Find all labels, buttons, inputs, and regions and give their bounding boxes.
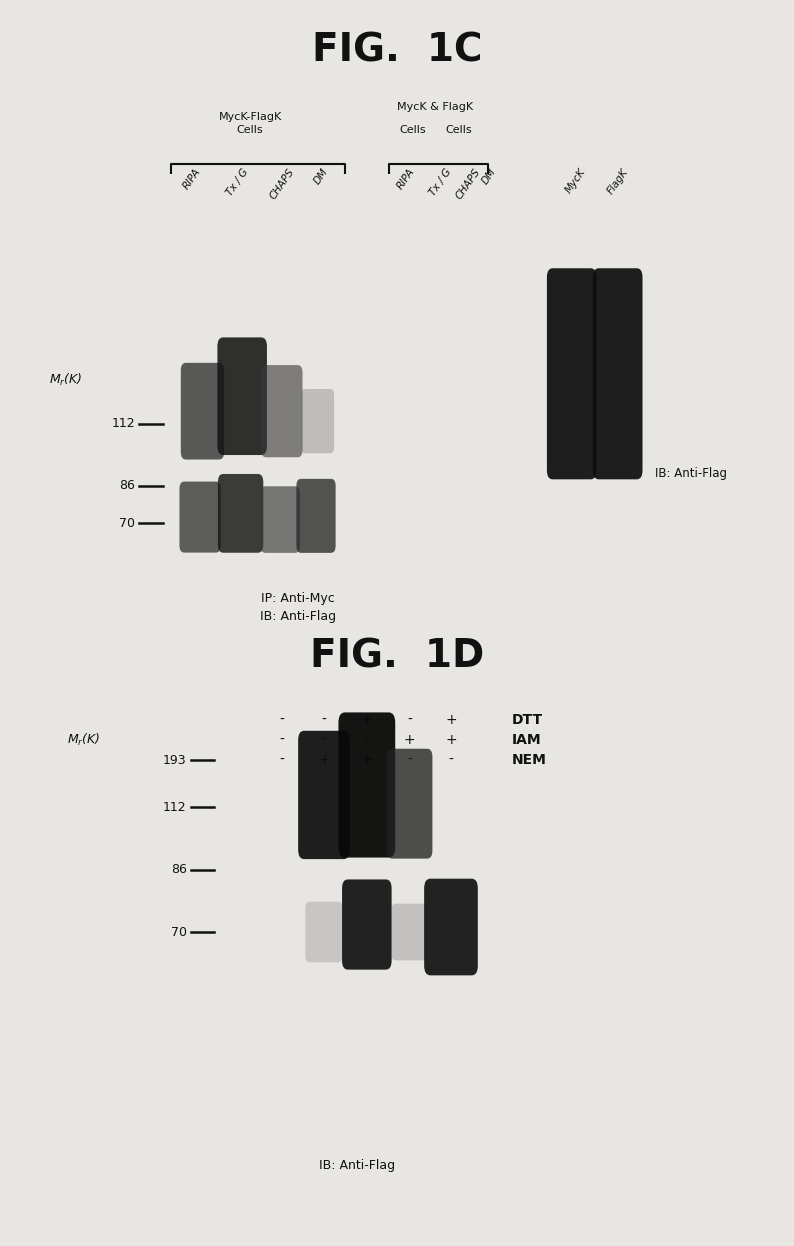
Text: 70: 70	[119, 517, 135, 530]
FancyBboxPatch shape	[306, 902, 342, 962]
Text: $M_r$(K): $M_r$(K)	[49, 373, 83, 388]
FancyBboxPatch shape	[261, 365, 303, 457]
Text: 70: 70	[171, 926, 187, 938]
Text: 193: 193	[163, 754, 187, 766]
FancyBboxPatch shape	[179, 482, 221, 553]
Text: -: -	[322, 733, 326, 748]
FancyBboxPatch shape	[342, 880, 391, 969]
Text: +: +	[445, 713, 457, 728]
Text: FIG.  1C: FIG. 1C	[312, 31, 482, 69]
Text: NEM: NEM	[512, 753, 547, 768]
FancyBboxPatch shape	[296, 478, 336, 553]
Text: DTT: DTT	[512, 713, 543, 728]
FancyBboxPatch shape	[593, 268, 642, 480]
Text: MycK-FlagK
Cells: MycK-FlagK Cells	[218, 112, 282, 136]
FancyBboxPatch shape	[391, 903, 428, 961]
Text: 112: 112	[163, 801, 187, 814]
Text: +: +	[445, 733, 457, 748]
Text: MycK & FlagK: MycK & FlagK	[397, 102, 473, 112]
FancyBboxPatch shape	[547, 268, 596, 480]
Text: 86: 86	[119, 480, 135, 492]
Text: $M_r$(K): $M_r$(K)	[67, 733, 101, 748]
FancyBboxPatch shape	[301, 389, 334, 454]
Text: RIPA: RIPA	[395, 167, 417, 192]
Text: +: +	[361, 713, 372, 728]
Text: IB: Anti-Flag: IB: Anti-Flag	[655, 467, 727, 480]
FancyBboxPatch shape	[181, 363, 224, 460]
FancyBboxPatch shape	[387, 749, 433, 858]
Text: -: -	[364, 733, 369, 748]
Text: RIPA: RIPA	[181, 167, 202, 192]
Text: FIG.  1D: FIG. 1D	[310, 638, 484, 675]
FancyBboxPatch shape	[298, 730, 349, 860]
Text: -: -	[279, 733, 284, 748]
Text: 86: 86	[171, 863, 187, 876]
Text: Cells: Cells	[445, 125, 472, 135]
Text: +: +	[361, 753, 372, 768]
Text: DM: DM	[312, 167, 330, 187]
Text: Tx / G: Tx / G	[225, 167, 250, 198]
Text: 112: 112	[111, 417, 135, 430]
Text: IAM: IAM	[512, 733, 542, 748]
FancyBboxPatch shape	[338, 713, 395, 857]
Text: CHAPS: CHAPS	[454, 167, 483, 202]
Text: DM: DM	[480, 167, 499, 187]
Text: -: -	[279, 713, 284, 728]
Text: +: +	[404, 733, 415, 748]
FancyBboxPatch shape	[260, 486, 300, 553]
Text: +: +	[318, 753, 330, 768]
Text: MycK: MycK	[564, 167, 588, 196]
Text: -: -	[322, 713, 326, 728]
Text: -: -	[407, 753, 412, 768]
Text: IP: Anti-Myc
IB: Anti-Flag: IP: Anti-Myc IB: Anti-Flag	[260, 592, 336, 623]
Text: IB: Anti-Flag: IB: Anti-Flag	[319, 1159, 395, 1171]
Text: -: -	[279, 753, 284, 768]
Text: -: -	[449, 753, 453, 768]
FancyBboxPatch shape	[218, 473, 264, 553]
Text: CHAPS: CHAPS	[268, 167, 297, 202]
Text: Cells: Cells	[399, 125, 426, 135]
Text: -: -	[407, 713, 412, 728]
FancyBboxPatch shape	[218, 338, 267, 455]
Text: Tx / G: Tx / G	[427, 167, 453, 198]
FancyBboxPatch shape	[424, 878, 478, 976]
Text: FlagK: FlagK	[605, 167, 630, 196]
